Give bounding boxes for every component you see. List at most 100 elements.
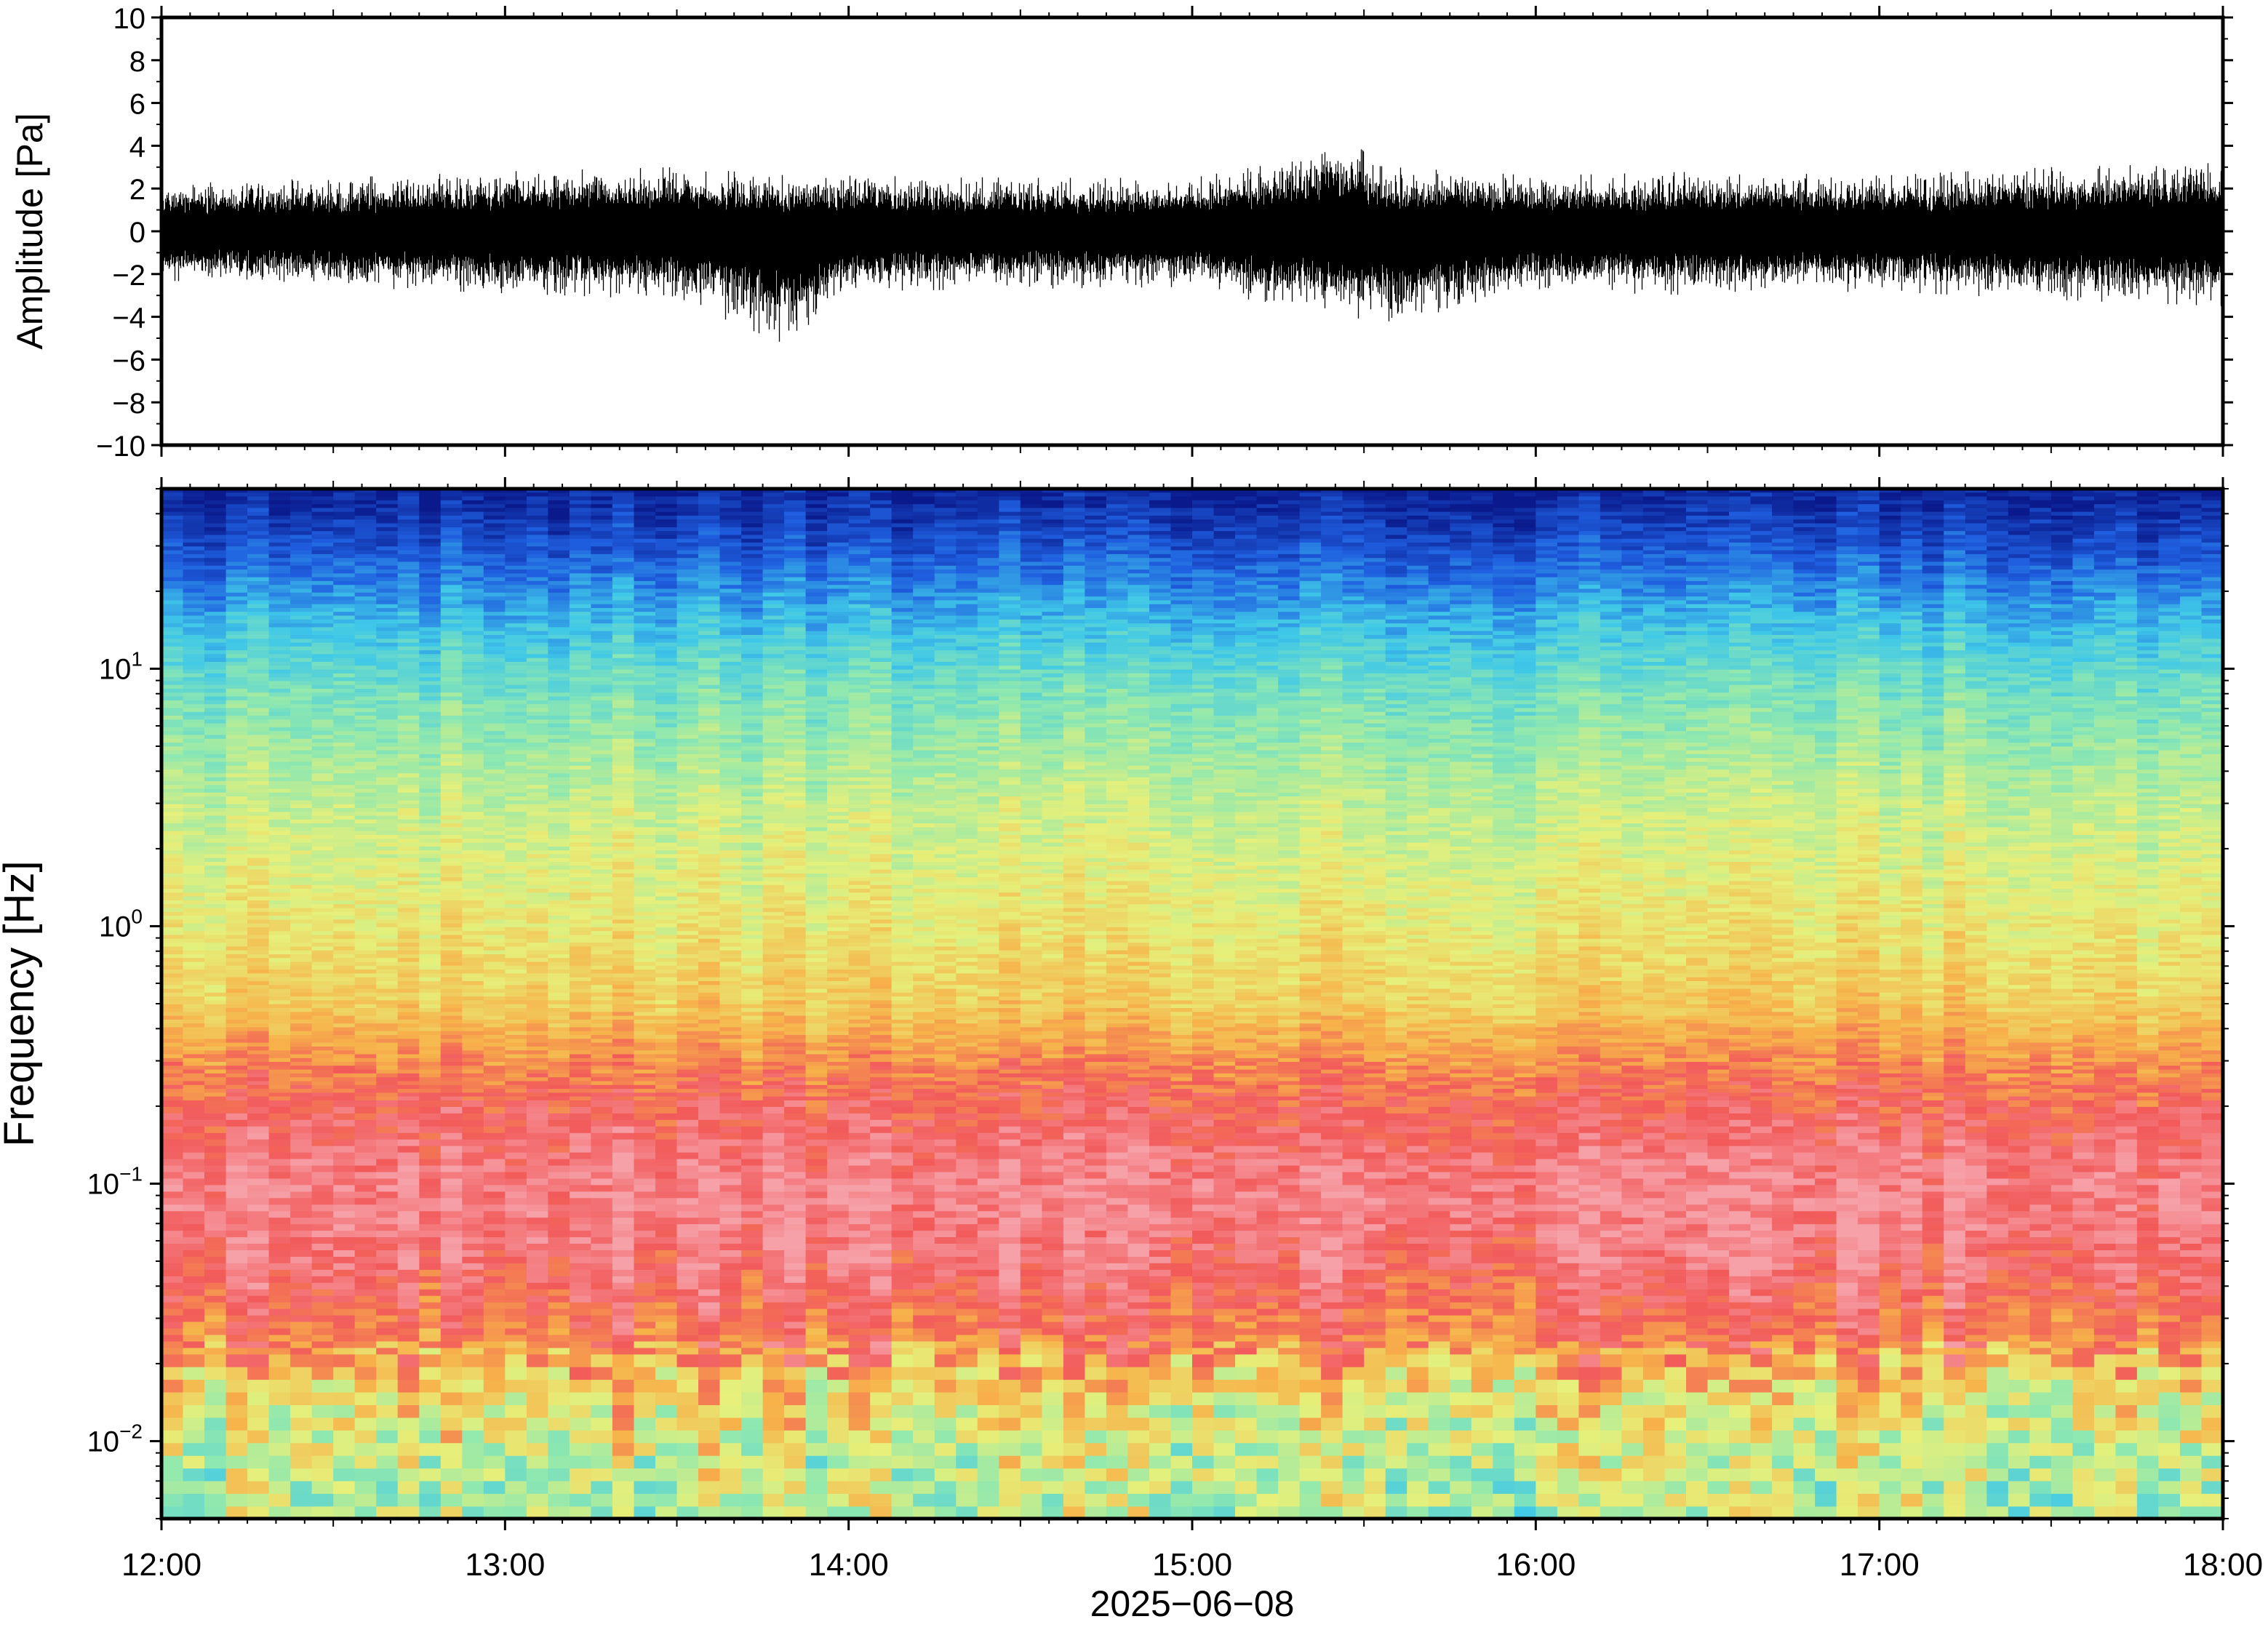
- spectrogram-cell: [398, 596, 420, 600]
- spectrogram-cell: [247, 1210, 269, 1218]
- spectrogram-cell: [634, 1250, 656, 1257]
- spectrogram-cell: [269, 1276, 291, 1283]
- spectrogram-cell: [612, 1315, 634, 1322]
- spectrogram-cell: [441, 684, 463, 689]
- spectrogram-cell: [312, 873, 334, 877]
- spectrogram-cell: [441, 1165, 463, 1172]
- spectrogram-cell: [441, 1088, 463, 1092]
- spectrogram-cell: [462, 1172, 484, 1179]
- spectrogram-cell: [441, 639, 463, 643]
- spectrogram-cell: [312, 1119, 334, 1127]
- spectrogram-cell: [441, 708, 463, 712]
- spectrogram-cell: [441, 777, 463, 781]
- spectrogram-cell: [634, 757, 656, 761]
- spectrogram-cell: [419, 769, 441, 773]
- spectrogram-cell: [548, 1081, 570, 1085]
- spectrogram-cell: [204, 881, 226, 885]
- spectrogram-cell: [183, 831, 205, 835]
- spectrogram-cell: [183, 596, 205, 600]
- spectrogram-cell: [333, 812, 355, 816]
- spectrogram-cell: [634, 1084, 656, 1089]
- spectrogram-cell: [484, 669, 506, 673]
- spectrogram-cell: [161, 1019, 183, 1023]
- spectrogram-cell: [247, 881, 269, 885]
- spectrogram-cell: [527, 807, 548, 812]
- spectrogram-cell: [505, 831, 527, 835]
- spectrogram-cell: [312, 1165, 334, 1172]
- spectrogram-cell: [570, 492, 591, 497]
- spectrogram-cell: [505, 496, 527, 500]
- spectrogram-cell: [290, 584, 312, 588]
- spectrogram-cell: [484, 688, 506, 692]
- spectrogram-cell: [484, 780, 506, 785]
- spectrogram-cell: [204, 654, 226, 658]
- spectrogram-cell: [398, 1191, 420, 1199]
- spectrogram-cell: [484, 869, 506, 874]
- spectrogram-cell: [355, 1000, 377, 1004]
- spectrogram-cell: [591, 1132, 612, 1140]
- spectrogram-cell: [462, 1042, 484, 1047]
- spectrogram-cell: [527, 985, 548, 989]
- spectrogram-cell: [355, 573, 377, 577]
- spectrogram-cell: [570, 1308, 591, 1316]
- spectrogram-cell: [355, 911, 377, 916]
- spectrogram-cell: [204, 1172, 226, 1179]
- spectrogram-cell: [634, 892, 656, 897]
- spectrogram-cell: [419, 1315, 441, 1322]
- spectrogram-cell: [355, 1468, 377, 1481]
- spectrogram-cell: [226, 1081, 248, 1085]
- spectrogram-cell: [183, 577, 205, 581]
- spectrogram-cell: [269, 892, 291, 897]
- spectrogram-cell: [247, 765, 269, 769]
- spectrogram-cell: [355, 1354, 377, 1367]
- spectrogram-cell: [269, 812, 291, 816]
- spectrogram-cell: [591, 977, 612, 981]
- spectrogram-cell: [290, 1159, 312, 1166]
- spectrogram-cell: [462, 1088, 484, 1092]
- spectrogram-cell: [247, 1348, 269, 1355]
- spectrogram-cell: [183, 1468, 205, 1481]
- spectrogram-cell: [333, 796, 355, 800]
- spectrogram-cell: [462, 1185, 484, 1192]
- spectrogram-cell: [634, 861, 656, 866]
- spectrogram-cell: [376, 727, 398, 731]
- spectrogram-cell: [484, 761, 506, 766]
- spectrogram-cell: [376, 607, 398, 612]
- spectrogram-cell: [161, 1012, 183, 1016]
- spectrogram-cell: [398, 861, 420, 866]
- spectrogram-cell: [505, 827, 527, 831]
- spectrogram-cell: [634, 780, 656, 785]
- spectrogram-cell: [247, 985, 269, 989]
- spectrogram-cell: [376, 842, 398, 847]
- spectrogram-cell: [505, 1418, 527, 1431]
- spectrogram-cell: [204, 750, 226, 754]
- spectrogram-cell: [204, 604, 226, 608]
- spectrogram-cell: [312, 619, 334, 623]
- spectrogram-cell: [398, 627, 420, 631]
- spectrogram-cell: [462, 1119, 484, 1127]
- spectrogram-cell: [376, 753, 398, 758]
- spectrogram-cell: [505, 1146, 527, 1153]
- spectrogram-cell: [591, 557, 612, 561]
- spectrogram-cell: [570, 900, 591, 904]
- spectrogram-cell: [570, 623, 591, 627]
- spectrogram-cell: [247, 700, 269, 704]
- spectrogram-cell: [183, 1023, 205, 1027]
- spectrogram-cell: [247, 527, 269, 531]
- spectrogram-cell: [269, 1455, 291, 1468]
- spectrogram-cell: [634, 1007, 656, 1012]
- spectrogram-cell: [376, 1031, 398, 1035]
- spectrogram-cell: [398, 942, 420, 946]
- spectrogram-cell: [398, 546, 420, 551]
- spectrogram-cell: [548, 1178, 570, 1186]
- spectrogram-cell: [204, 639, 226, 643]
- spectrogram-cell: [570, 942, 591, 946]
- spectrogram-cell: [462, 1282, 484, 1290]
- spectrogram-cell: [333, 665, 355, 670]
- spectrogram-cell: [484, 804, 506, 808]
- spectrogram-cell: [484, 1367, 506, 1380]
- spectrogram-cell: [226, 996, 248, 1000]
- spectrogram-cell: [527, 1042, 548, 1047]
- spectrogram-cell: [484, 561, 506, 566]
- spectrogram-cell: [441, 715, 463, 719]
